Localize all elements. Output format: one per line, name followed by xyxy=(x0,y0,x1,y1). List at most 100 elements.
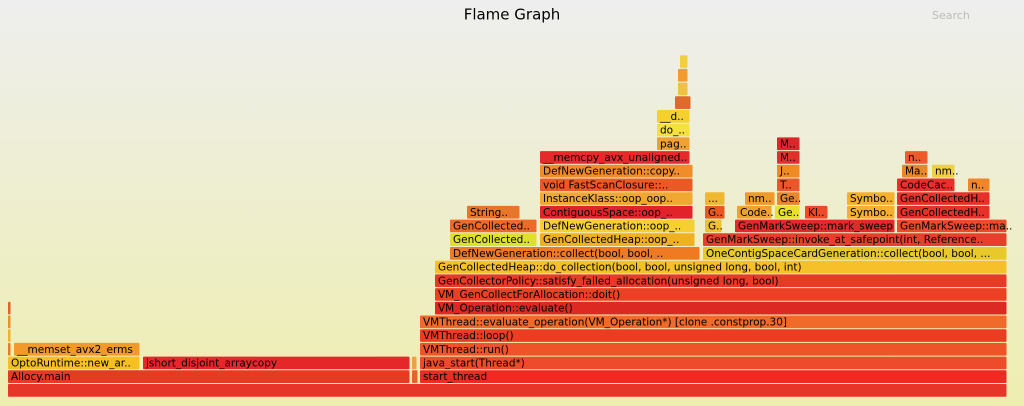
frame-label: GenCollectedHeap::oop_.. xyxy=(543,234,679,246)
frame[interactable]: GenCollectedHeap::oop_.. xyxy=(540,233,695,246)
frame-bar xyxy=(905,151,928,164)
frame-bar xyxy=(540,205,693,219)
frame-bar xyxy=(540,233,695,246)
frame[interactable]: __memset_avx2_erms xyxy=(14,342,140,356)
frame[interactable]: M.. xyxy=(777,151,800,164)
frame[interactable]: G.. xyxy=(705,205,725,219)
frame-bar xyxy=(657,123,690,137)
frame[interactable]: Ge.. xyxy=(775,205,800,219)
frame[interactable] xyxy=(8,329,11,342)
frame[interactable] xyxy=(412,370,418,383)
frame[interactable]: VMThread::run() xyxy=(420,342,1007,356)
frame-bar xyxy=(678,68,688,82)
frame[interactable]: Ge.. xyxy=(777,192,801,205)
frame-label: Kl.. xyxy=(808,207,824,219)
frame-label: DefNewGeneration::copy.. xyxy=(543,166,680,178)
frame[interactable]: InstanceKlass::oop_oop.. xyxy=(540,192,693,205)
frame[interactable]: __d.. xyxy=(657,110,690,123)
frame[interactable] xyxy=(675,96,691,109)
frame[interactable]: G.. xyxy=(705,219,723,233)
frame[interactable] xyxy=(678,68,688,82)
frame[interactable]: VM_Operation::evaluate() xyxy=(435,301,1007,315)
frame[interactable]: GenCollected.. xyxy=(450,233,537,246)
frame-label: GenCollectorPolicy::satisfy_failed_alloc… xyxy=(438,275,779,287)
frame[interactable]: ... xyxy=(705,192,725,205)
frame-label: Symbo.. xyxy=(850,207,893,219)
frame[interactable]: DefNewGeneration::copy.. xyxy=(540,164,693,178)
frame-label: OneContigSpaceCardGeneration::collect(bo… xyxy=(706,248,990,260)
frame[interactable]: DefNewGeneration::collect(bool, bool, .. xyxy=(450,247,700,260)
frame-bar xyxy=(777,164,800,178)
frame[interactable]: GenCollectedH.. xyxy=(897,205,990,219)
frame[interactable]: T.. xyxy=(777,178,800,192)
frame[interactable]: java_start(Thread*) xyxy=(420,356,1007,370)
frame[interactable]: n.. xyxy=(905,151,928,164)
frame[interactable]: nm.. xyxy=(932,164,959,178)
frame[interactable]: GenCollectedHeap::do_collection(bool, bo… xyxy=(435,260,1007,274)
frame[interactable]: void FastScanClosure::.. xyxy=(540,178,693,192)
frame[interactable]: do_.. xyxy=(657,123,690,137)
frame-bar xyxy=(540,178,693,192)
frame-label: nm.. xyxy=(935,166,959,178)
frame[interactable]: __memcpy_avx_unaligned.. xyxy=(540,151,690,164)
frame[interactable]: n.. xyxy=(968,178,990,192)
search-button[interactable]: Search xyxy=(932,9,970,22)
frame-label: GenCollected.. xyxy=(453,234,530,246)
frame[interactable]: GenMarkSweep::ma.. xyxy=(897,219,1012,233)
frame[interactable]: VM_GenCollectForAllocation::doit() xyxy=(435,288,1007,301)
frame[interactable]: start_thread xyxy=(420,370,1007,383)
frame[interactable]: pag.. xyxy=(657,137,690,150)
frame[interactable] xyxy=(8,384,1007,397)
frame[interactable]: Allocy.main xyxy=(8,370,410,383)
frame-bar xyxy=(777,192,800,205)
frame[interactable]: GenCollected.. xyxy=(450,219,537,233)
frame-bar xyxy=(968,178,990,192)
frame[interactable]: OptoRuntime::new_ar.. xyxy=(8,356,140,370)
frame-bar xyxy=(540,164,693,178)
frame[interactable]: Symbo.. xyxy=(847,205,895,219)
frame[interactable] xyxy=(8,342,11,356)
frame[interactable] xyxy=(8,315,11,329)
frame[interactable] xyxy=(678,82,688,96)
frame-label: GenCollectedH.. xyxy=(900,207,985,219)
frame-bar xyxy=(777,137,800,151)
frame-label: J.. xyxy=(779,166,790,178)
frame[interactable]: VMThread::loop() xyxy=(420,329,1007,342)
frame[interactable]: DefNewGeneration::oop_.. xyxy=(540,219,695,233)
frame[interactable] xyxy=(412,356,417,370)
frame[interactable]: ContiguousSpace::oop_.. xyxy=(540,205,693,219)
frame[interactable]: J.. xyxy=(777,164,800,178)
frame-bar xyxy=(897,205,990,219)
frame-bar xyxy=(675,96,691,109)
frame[interactable] xyxy=(8,301,11,315)
frame-bar xyxy=(703,247,1007,260)
frame-label: GenCollected.. xyxy=(453,220,530,232)
frame[interactable]: VMThread::evaluate_operation(VM_Operatio… xyxy=(420,315,1007,329)
frame[interactable]: GenMarkSweep::invoke_at_safepoint(int, R… xyxy=(703,233,1007,246)
frame[interactable]: M.. xyxy=(777,137,800,150)
frame[interactable]: nm.. xyxy=(745,192,775,205)
frame[interactable]: String.. xyxy=(467,205,520,219)
frame[interactable]: GenMarkSweep::mark_sweep xyxy=(735,219,895,233)
frame[interactable]: OneContigSpaceCardGeneration::collect(bo… xyxy=(703,247,1007,260)
frame[interactable]: CodeCac.. xyxy=(897,178,955,192)
frame[interactable]: jshort_disjoint_arraycopy xyxy=(143,356,410,370)
frame[interactable] xyxy=(680,55,688,68)
frame-bar xyxy=(435,274,1007,288)
frame[interactable]: Symbo.. xyxy=(847,192,895,205)
frame-bar xyxy=(680,55,688,68)
frame[interactable]: GenCollectorPolicy::satisfy_failed_alloc… xyxy=(435,274,1007,287)
frame-bar xyxy=(777,178,800,192)
frame-bar xyxy=(847,205,895,219)
frame[interactable]: GenCollectedH.. xyxy=(897,192,990,205)
frame-bar xyxy=(8,315,11,329)
frame-bar xyxy=(777,151,800,164)
frame[interactable]: Code.. xyxy=(737,205,774,219)
frame[interactable]: Ma.. xyxy=(902,164,928,178)
frame-label: ContiguousSpace::oop_.. xyxy=(543,207,673,219)
frame-label: M.. xyxy=(780,138,796,150)
frame-bar xyxy=(540,192,693,205)
frame-label: String.. xyxy=(470,207,508,219)
frame[interactable]: Kl.. xyxy=(805,205,828,219)
